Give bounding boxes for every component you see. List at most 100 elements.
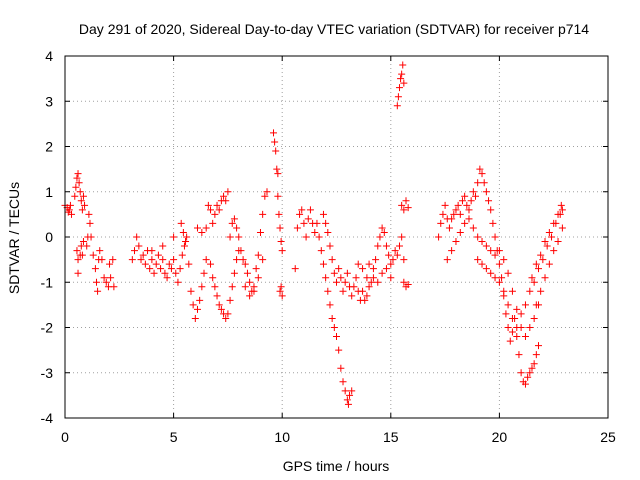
data-point (382, 242, 390, 250)
data-point (200, 269, 208, 277)
data-point (530, 278, 538, 286)
data-point (369, 265, 377, 273)
data-point (278, 292, 286, 300)
data-point (474, 179, 482, 187)
data-point (224, 310, 232, 318)
data-point (135, 242, 143, 250)
data-point (298, 206, 306, 214)
data-point (548, 233, 556, 241)
data-point (79, 192, 87, 200)
data-point (100, 274, 108, 282)
data-point (296, 210, 304, 218)
data-point (263, 188, 271, 196)
data-point (526, 369, 534, 377)
data-point (74, 269, 82, 277)
data-point (343, 396, 351, 404)
data-point (313, 219, 321, 227)
data-point (482, 242, 490, 250)
data-point (110, 283, 118, 291)
x-tick-labels: 0 5 10 15 20 25 (61, 429, 616, 445)
data-point (131, 247, 139, 255)
data-point (217, 305, 225, 313)
data-point (482, 188, 490, 196)
chart-title: Day 291 of 2020, Sidereal Day-to-day VTE… (79, 21, 589, 37)
data-point (275, 210, 283, 218)
data-point (71, 192, 79, 200)
data-point (393, 251, 401, 259)
data-point (86, 219, 94, 227)
data-point (85, 210, 93, 218)
data-point (513, 324, 521, 331)
data-point (185, 260, 193, 268)
data-point (152, 260, 160, 268)
data-point (528, 274, 536, 282)
data-point (472, 192, 480, 200)
data-point (137, 256, 145, 264)
data-series-p714 (61, 61, 566, 408)
data-point (439, 210, 447, 218)
data-point (73, 247, 81, 255)
data-point (220, 192, 228, 200)
x-tick-label: 0 (61, 429, 69, 445)
data-point (78, 206, 86, 214)
data-point (495, 260, 503, 268)
data-point (277, 283, 285, 291)
data-point (276, 287, 284, 295)
data-point (233, 256, 241, 264)
data-point (395, 242, 403, 250)
data-point (480, 179, 488, 187)
data-point (254, 251, 262, 259)
data-point (387, 260, 395, 268)
data-point (139, 251, 147, 259)
data-point (211, 210, 219, 218)
data-point (448, 247, 456, 255)
data-point (326, 242, 334, 250)
data-point (469, 188, 477, 196)
x-axis-title: GPS time / hours (283, 458, 390, 474)
data-point (150, 269, 158, 277)
data-point (491, 233, 499, 241)
y-tick-label: 3 (45, 93, 53, 109)
data-point (495, 247, 503, 255)
data-point (239, 256, 247, 264)
data-point (461, 219, 469, 227)
data-point (343, 269, 351, 277)
data-point (448, 215, 456, 223)
data-point (198, 228, 206, 236)
data-point (74, 170, 82, 178)
data-point (361, 296, 369, 304)
data-point (532, 260, 540, 268)
data-point (504, 324, 512, 331)
data-point (537, 287, 545, 295)
data-point (363, 292, 371, 300)
data-point (237, 247, 245, 255)
y-tick-label: 1 (45, 184, 53, 200)
data-point (74, 256, 82, 264)
data-point (222, 314, 230, 322)
data-point (92, 278, 100, 286)
data-point (465, 206, 473, 214)
data-point (319, 210, 327, 218)
data-point (79, 238, 87, 246)
data-point (178, 251, 186, 259)
data-point (391, 247, 399, 255)
data-point (363, 274, 371, 282)
data-point (378, 269, 386, 277)
data-point (202, 224, 210, 232)
data-point (394, 93, 402, 101)
data-point (272, 147, 280, 155)
data-point (463, 201, 471, 209)
data-point (183, 233, 191, 241)
data-point (532, 351, 540, 359)
data-point (348, 387, 356, 395)
data-point (182, 238, 190, 246)
data-point (558, 206, 566, 214)
data-point (246, 292, 254, 300)
data-point (222, 197, 230, 205)
data-point (485, 197, 493, 205)
y-axis-title: SDTVAR / TECUs (6, 182, 22, 294)
data-point (443, 256, 451, 264)
data-point (228, 219, 236, 227)
data-point (374, 242, 382, 250)
